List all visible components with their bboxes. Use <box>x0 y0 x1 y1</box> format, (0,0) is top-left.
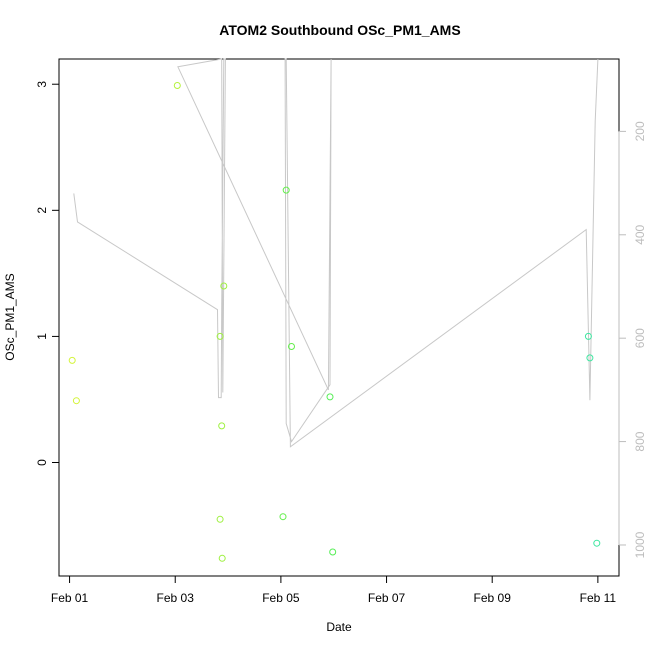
y-tick-label: 0 <box>35 459 49 466</box>
data-point <box>593 539 601 547</box>
data-point <box>68 356 76 364</box>
data-point <box>326 393 334 401</box>
data-point <box>586 354 594 362</box>
data-point <box>216 332 224 340</box>
data-point <box>279 513 287 521</box>
data-point <box>173 82 181 89</box>
x-tick-label: Feb 05 <box>262 591 300 605</box>
data-point <box>584 332 592 340</box>
secondary-tick-label: 400 <box>633 224 647 244</box>
y-tick-label: 2 <box>35 207 49 214</box>
secondary-tick-label: 200 <box>633 121 647 141</box>
y-tick-label: 1 <box>35 333 49 340</box>
x-tick-label: Feb 01 <box>51 591 89 605</box>
secondary-tick-label: 800 <box>633 431 647 451</box>
x-axis: Feb 01 Feb 03 Feb 05 Feb 07 Feb 09 Feb 11 <box>51 575 617 605</box>
y-tick-label: 3 <box>35 81 49 88</box>
x-tick-label: Feb 03 <box>157 591 195 605</box>
data-point <box>288 343 295 350</box>
x-tick-label: Feb 09 <box>474 591 512 605</box>
points-layer <box>68 82 601 562</box>
data-point <box>72 397 80 405</box>
data-point <box>282 186 290 194</box>
x-tick-label: Feb 11 <box>580 591 617 605</box>
secondary-line-layer <box>73 58 599 448</box>
secondary-series-line <box>73 58 599 448</box>
data-point <box>216 515 224 523</box>
x-axis-label: Date <box>326 620 352 634</box>
secondary-y-axis: 200 400 600 800 1000 <box>618 121 647 558</box>
data-point <box>218 422 226 430</box>
y-axis-label: OSc_PM1_AMS <box>3 273 17 360</box>
data-point <box>218 554 226 562</box>
data-point <box>220 282 228 290</box>
secondary-tick-label: 600 <box>633 328 647 348</box>
chart-title: ATOM2 Southbound OSc_PM1_AMS <box>219 22 460 38</box>
secondary-tick-label: 1000 <box>633 531 647 558</box>
data-point <box>329 548 337 556</box>
y-axis: 0 1 2 3 <box>35 81 60 466</box>
x-tick-label: Feb 07 <box>368 591 406 605</box>
